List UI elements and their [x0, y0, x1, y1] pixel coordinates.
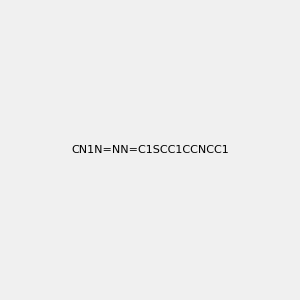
Text: CN1N=NN=C1SCC1CCNCC1: CN1N=NN=C1SCC1CCNCC1 — [71, 145, 229, 155]
